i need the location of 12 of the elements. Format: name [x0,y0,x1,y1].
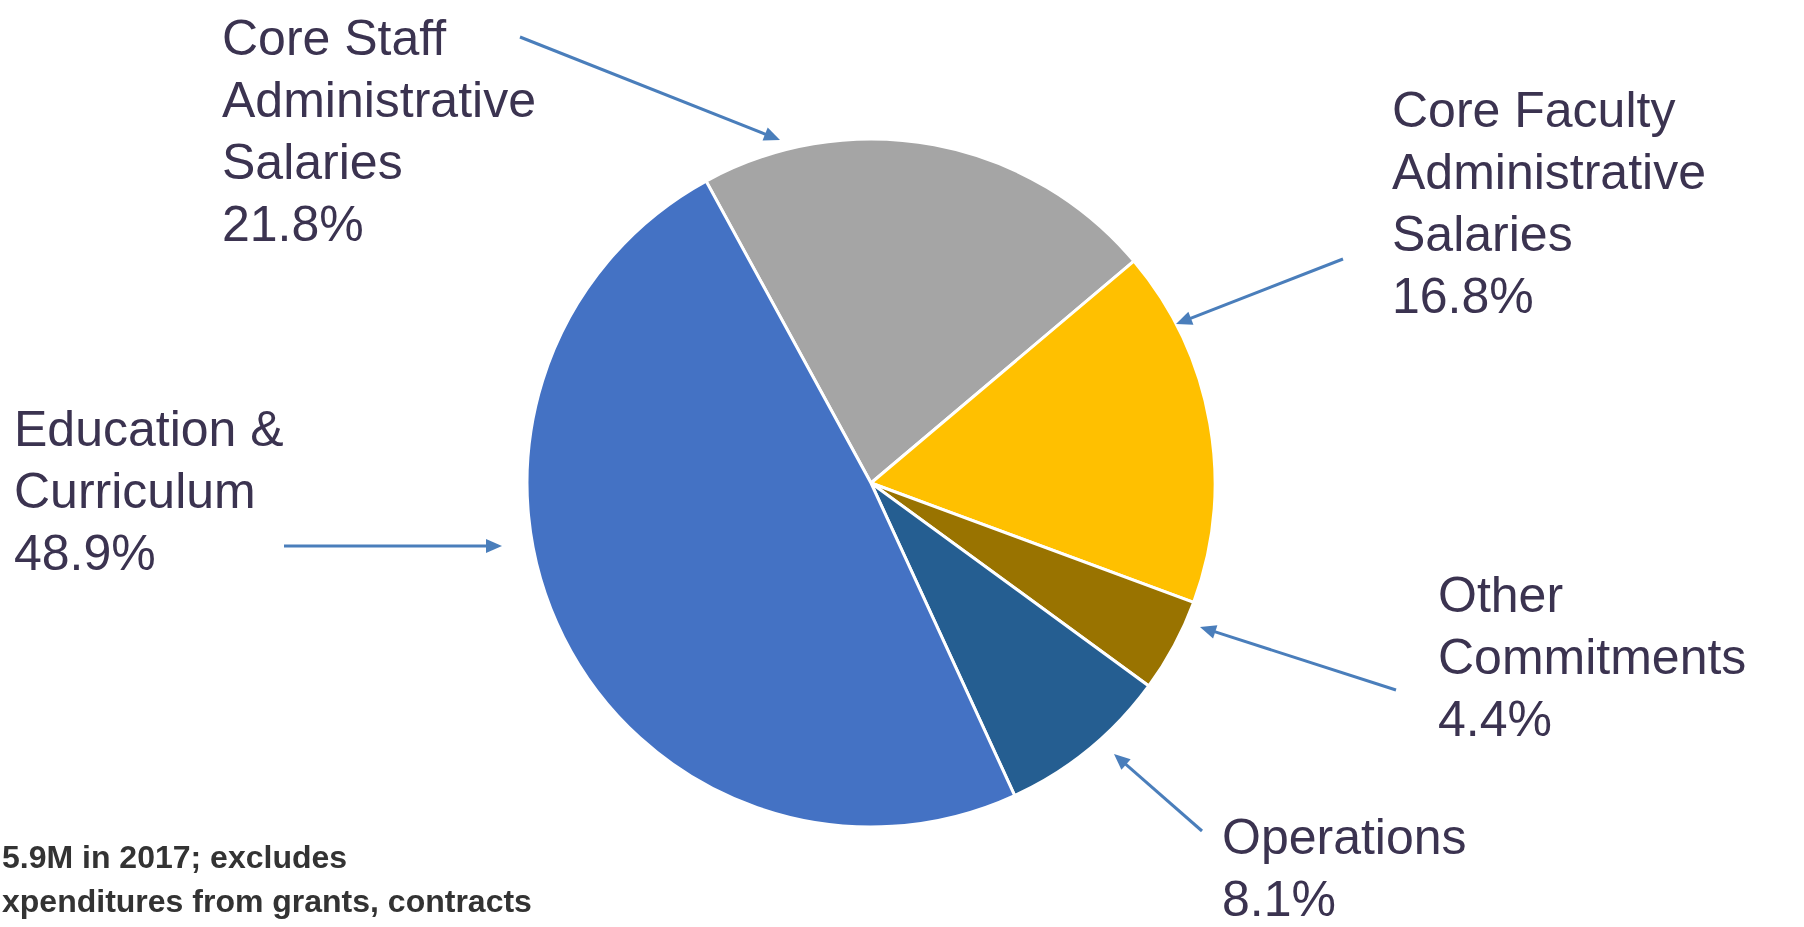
slice-label: Operations [1222,809,1467,865]
data-label: 48.9% [14,525,156,581]
slice-label: Core Faculty Administrative Salaries [1392,82,1706,262]
data-label: 16.8% [1392,268,1534,324]
data-label: 21.8% [222,196,364,252]
slice-label: Core Staff Administrative Salaries [222,10,536,190]
slice-label: Education & Curriculum [14,401,284,519]
slice-label: Other Commitments [1438,567,1747,685]
data-label: 8.1% [1222,871,1336,927]
text: xpenditures from grants, contracts [2,883,532,919]
data-label: 4.4% [1438,691,1552,747]
text: 5.9M in 2017; excludes [2,839,348,875]
